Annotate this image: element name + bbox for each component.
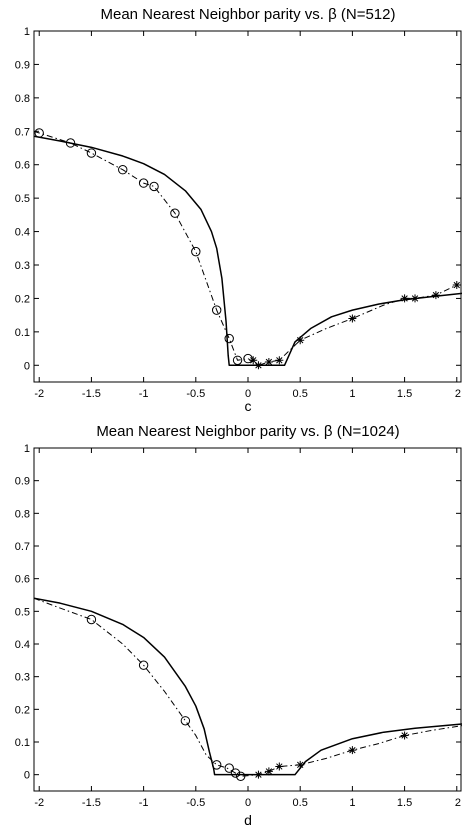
y-tick-label: 0.7 (15, 541, 30, 553)
star-marker (431, 291, 440, 300)
star-marker (348, 746, 357, 755)
x-tick-label: -2 (34, 797, 44, 809)
star-marker (275, 356, 284, 365)
circle-marker (230, 768, 241, 778)
y-tick-label: 0.7 (15, 126, 30, 138)
circle-marker (138, 178, 149, 188)
y-tick-label: 0.2 (15, 704, 30, 716)
plot-area (34, 597, 462, 781)
chart-title: Mean Nearest Neighbor parity vs. β (N=10… (96, 423, 399, 440)
axes-frame (33, 30, 462, 383)
x-tick-label: 0.5 (293, 388, 308, 400)
y-tick-label: 0 (24, 770, 30, 782)
star-marker (249, 356, 258, 365)
y-tick-label: 0.3 (15, 672, 30, 684)
star-marker (254, 770, 263, 779)
x-tick-label: 0 (245, 797, 251, 809)
y-tick-label: 0 (24, 360, 30, 372)
star-marker (348, 314, 357, 323)
circle-marker (86, 614, 97, 625)
axes-frame (33, 447, 462, 792)
chart-panel-2: Mean Nearest Neighbor parity vs. β (N=10… (15, 423, 462, 828)
circle-marker (65, 138, 76, 148)
x-tick-label: -1 (139, 388, 149, 400)
series-line-dashdot (34, 130, 457, 366)
y-tick-label: 0.3 (15, 260, 30, 272)
star-marker (275, 762, 284, 771)
y-tick-label: 1 (24, 443, 30, 455)
x-axis-label: c (245, 398, 252, 414)
y-tick-label: 0.9 (15, 59, 30, 71)
x-tick-label: 0.5 (293, 797, 308, 809)
y-tick-label: 0.2 (15, 293, 30, 305)
x-tick-label: -1.5 (82, 797, 101, 809)
x-tick-label: -0.5 (186, 388, 205, 400)
x-tick-label: 1 (349, 797, 355, 809)
circle-marker (211, 760, 222, 770)
x-tick-label: 1 (349, 388, 355, 400)
circle-marker (86, 148, 97, 158)
circle-marker (211, 305, 222, 315)
x-tick-label: 2 (455, 797, 461, 809)
y-tick-label: 1 (24, 26, 30, 38)
x-tick-label: 1.5 (397, 388, 412, 400)
y-tick-label: 0.5 (15, 606, 30, 618)
circle-marker (149, 181, 159, 192)
series-line-dashdot (34, 597, 462, 777)
circle-marker (224, 763, 234, 773)
star-marker (296, 760, 305, 769)
x-tick-label: -1 (139, 797, 149, 809)
series-line-solid (34, 135, 462, 367)
star-marker (296, 336, 305, 345)
y-tick-label: 0.5 (15, 193, 30, 205)
y-tick-label: 0.4 (15, 227, 30, 239)
circle-marker (180, 716, 191, 726)
circle-marker (232, 355, 243, 365)
circle-marker (170, 208, 180, 218)
plot-area (34, 128, 462, 370)
circle-marker (34, 128, 44, 138)
x-tick-label: -0.5 (186, 797, 205, 809)
star-marker (264, 767, 273, 776)
y-tick-label: 0.6 (15, 574, 30, 586)
y-tick-label: 0.1 (15, 737, 30, 749)
star-marker (254, 361, 263, 370)
x-axis-label: d (244, 812, 252, 828)
circle-marker (235, 771, 246, 781)
y-tick-label: 0.1 (15, 327, 30, 339)
star-marker (400, 294, 409, 303)
star-marker (264, 357, 273, 366)
x-tick-label: -1.5 (82, 388, 101, 400)
y-tick-label: 0.8 (15, 93, 30, 105)
y-tick-label: 0.4 (15, 639, 30, 651)
x-tick-label: 2 (455, 388, 461, 400)
chart-panel-1: Mean Nearest Neighbor parity vs. β (N=51… (15, 6, 462, 414)
circle-marker (224, 333, 234, 344)
star-marker (400, 731, 409, 740)
chart-title: Mean Nearest Neighbor parity vs. β (N=51… (100, 6, 395, 23)
circle-marker (191, 246, 201, 257)
star-marker (411, 294, 420, 303)
series-line-solid (34, 597, 462, 776)
star-marker (452, 281, 461, 290)
x-tick-label: -2 (34, 388, 44, 400)
x-tick-label: 0 (245, 388, 251, 400)
y-tick-label: 0.9 (15, 476, 30, 488)
y-tick-label: 0.6 (15, 160, 30, 172)
x-tick-label: 1.5 (397, 797, 412, 809)
circle-marker (138, 660, 149, 670)
y-tick-label: 0.8 (15, 508, 30, 520)
circle-marker (118, 165, 128, 175)
